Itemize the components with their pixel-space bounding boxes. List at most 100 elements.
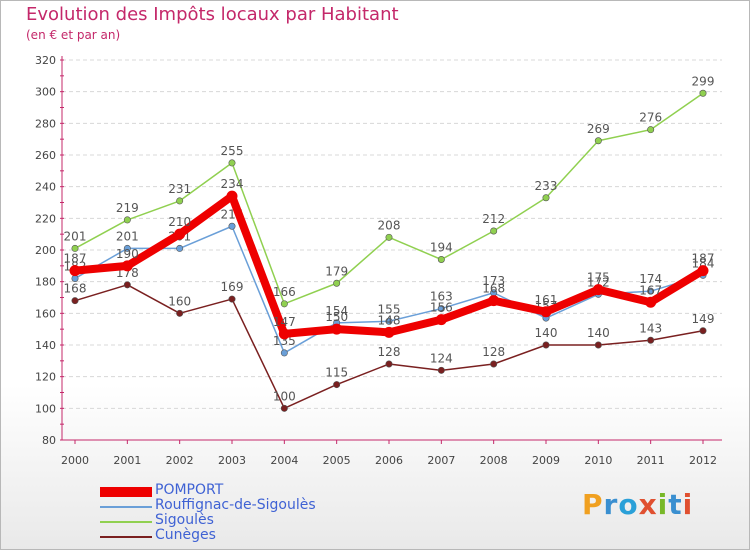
y-tick-label: 300 [35,86,56,99]
data-label: 115 [325,366,348,380]
data-label: 269 [587,122,610,136]
data-label: 140 [587,326,610,340]
y-tick-label: 80 [42,434,56,447]
legend-swatch [100,487,152,497]
data-point [228,159,236,167]
legend-swatch [100,506,152,508]
legend-swatch [100,536,152,538]
data-label: 210 [168,215,191,229]
legend-label: Rouffignac-de-Sigoulès [155,497,316,513]
data-point [647,336,655,344]
x-tick-label: 2007 [427,454,455,467]
data-point [333,381,341,389]
data-label: 149 [692,312,715,326]
data-point [280,404,288,412]
data-point [699,89,707,97]
logo-letter: i [657,488,669,521]
x-tick-label: 2005 [323,454,351,467]
data-label: 184 [692,256,715,270]
logo-letter: x [638,488,658,521]
data-label: 150 [325,310,348,324]
y-tick-label: 220 [35,212,56,225]
data-point [385,233,393,241]
x-tick-label: 2002 [166,454,194,467]
chart-subtitle: (en € et par an) [26,28,121,42]
data-point [123,216,131,224]
data-label: 155 [378,302,401,316]
legend-label: POMPORT [155,482,224,498]
legend-label: Sigoulès [155,512,214,528]
y-tick-label: 160 [35,307,56,320]
data-point [592,284,604,296]
y-tick-label: 120 [35,371,56,384]
data-point [385,317,393,325]
data-label: 172 [587,275,610,289]
logo-letter: P [582,488,604,521]
data-point [437,366,445,374]
legend-swatch [100,521,152,523]
data-point [331,323,343,335]
data-label: 148 [378,313,401,327]
y-tick-label: 200 [35,244,56,257]
x-tick-label: 2001 [113,454,141,467]
data-point [226,190,238,202]
data-label: 128 [482,345,505,359]
data-point [176,309,184,317]
data-point [123,281,131,289]
data-point [176,197,184,205]
data-point [594,137,602,145]
data-point [280,349,288,357]
data-label: 147 [273,315,296,329]
data-label: 128 [378,345,401,359]
data-label: 161 [535,293,558,307]
x-tick-label: 2009 [532,454,560,467]
data-label: 143 [639,321,662,335]
data-point [697,265,709,277]
x-tick-label: 2010 [584,454,612,467]
logo-letter: i [682,488,694,521]
data-point [488,295,500,307]
data-point [540,306,552,318]
data-point [69,265,81,277]
data-label: 174 [639,272,662,286]
data-label: 169 [221,280,244,294]
data-point [437,305,445,313]
data-label: 201 [116,229,139,243]
data-label: 135 [273,334,296,348]
data-point [490,227,498,235]
data-label: 187 [692,252,715,266]
data-label: 276 [639,111,662,125]
data-label: 124 [430,351,453,365]
data-label: 255 [221,144,244,158]
x-tick-label: 2003 [218,454,246,467]
data-point [278,328,290,340]
x-tick-label: 2006 [375,454,403,467]
data-point [228,222,236,230]
data-label: 167 [639,283,662,297]
data-point [174,228,186,240]
data-label: 163 [430,290,453,304]
data-point [435,314,447,326]
logo-letter: r [603,488,619,521]
data-label: 219 [116,201,139,215]
data-point [594,341,602,349]
logo-letter: t [668,488,683,521]
data-label: 156 [430,301,453,315]
data-label: 154 [325,304,348,318]
data-point [71,297,79,305]
data-point [542,341,550,349]
data-label: 168 [64,282,87,296]
proxiti-logo: Proxiti [582,488,693,521]
data-point [71,274,79,282]
data-point [123,244,131,252]
data-point [333,279,341,287]
data-label: 179 [325,264,348,278]
data-label: 100 [273,389,296,403]
data-point [385,360,393,368]
data-label: 231 [168,182,191,196]
data-point [228,295,236,303]
x-tick-label: 2008 [480,454,508,467]
data-point [699,327,707,335]
y-tick-label: 100 [35,402,56,415]
